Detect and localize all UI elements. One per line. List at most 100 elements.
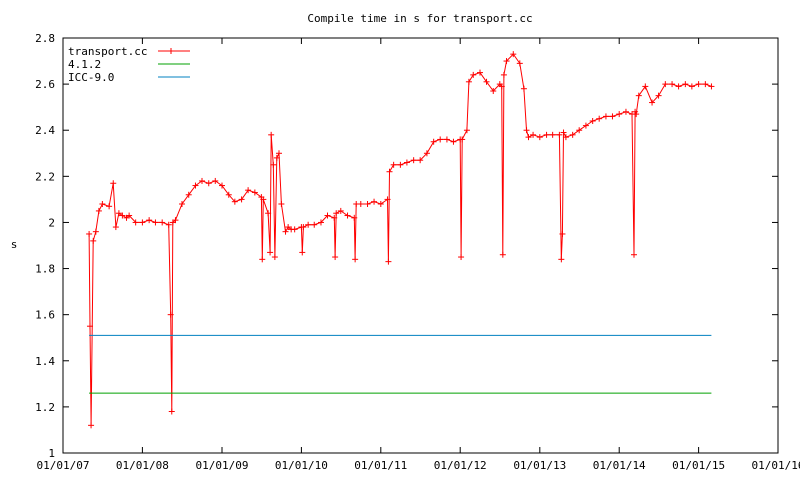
legend-label-2: ICC-9.0 [68, 71, 114, 84]
data-point [635, 92, 642, 99]
data-point [311, 221, 318, 228]
x-tick-label: 01/01/16 [752, 459, 800, 472]
data-point [562, 134, 569, 141]
data-point [500, 71, 507, 78]
data-point [430, 138, 437, 145]
data-point [589, 118, 596, 124]
data-point [276, 150, 283, 157]
data-point [549, 131, 556, 138]
plot-frame [62, 37, 779, 454]
data-point [259, 256, 266, 263]
data-point [498, 83, 505, 90]
y-tick-label: 1.6 [35, 309, 55, 322]
data-point [682, 81, 689, 88]
data-point [115, 210, 122, 217]
data-point [560, 129, 567, 136]
data-point [282, 228, 289, 235]
data-point [324, 212, 331, 219]
data-point [132, 219, 139, 226]
data-point [377, 201, 384, 207]
data-point [520, 85, 527, 92]
data-point [523, 127, 530, 134]
data-point [688, 83, 695, 90]
data-point [88, 422, 95, 429]
data-point [476, 69, 483, 76]
data-point [397, 161, 404, 168]
x-tick-label: 01/01/09 [196, 459, 249, 472]
data-point [267, 249, 274, 256]
data-point [333, 210, 340, 217]
data-point [423, 150, 430, 157]
data-point [450, 138, 457, 145]
data-point [642, 83, 649, 90]
data-point [385, 258, 392, 265]
data-point [152, 219, 159, 226]
data-point [437, 136, 444, 143]
data-point [332, 254, 339, 261]
data-point [559, 230, 566, 237]
data-point [536, 134, 543, 141]
data-point [609, 113, 616, 120]
data-point [146, 217, 153, 224]
data-point [499, 251, 506, 258]
data-point [273, 154, 280, 161]
data-point [364, 201, 371, 207]
data-point [371, 198, 378, 205]
data-point [490, 88, 497, 95]
y-axis-label: s [11, 238, 18, 251]
data-point [357, 201, 364, 207]
data-point [708, 83, 715, 90]
series-layer [86, 51, 715, 429]
data-point [168, 408, 175, 415]
data-point [291, 226, 298, 233]
data-point [231, 198, 238, 205]
data-point [458, 254, 465, 261]
data-point [86, 230, 93, 237]
data-point [305, 221, 312, 228]
data-point [386, 168, 393, 175]
data-point [344, 212, 351, 219]
data-point [212, 177, 219, 184]
data-point [331, 214, 338, 221]
data-point [410, 157, 417, 164]
data-point [669, 81, 676, 88]
data-point [569, 131, 576, 138]
data-point [602, 113, 609, 120]
y-tick-label: 1.8 [35, 263, 55, 276]
data-point [139, 219, 146, 226]
x-axis: 01/01/07 01/01/08 01/01/09 01/01/10 01/01/11… [37, 38, 800, 472]
data-point [178, 201, 185, 207]
data-point [205, 180, 212, 187]
y-tick-label: 2.4 [35, 124, 55, 137]
data-point [238, 196, 245, 203]
data-point [198, 177, 205, 184]
data-point [649, 99, 656, 106]
data-point [251, 189, 258, 196]
data-point [192, 182, 199, 189]
data-point [92, 228, 99, 235]
y-tick-label: 2.8 [35, 32, 55, 45]
x-tick-label: 01/01/15 [672, 459, 725, 472]
x-tick-label: 01/01/12 [434, 459, 487, 472]
data-point [90, 237, 97, 244]
data-point [622, 108, 629, 115]
data-point [463, 127, 470, 134]
data-point [630, 251, 637, 258]
data-point [510, 51, 517, 58]
data-point [403, 159, 410, 166]
data-point [268, 131, 275, 138]
x-tick-label: 01/01/08 [116, 459, 169, 472]
data-point [270, 161, 277, 168]
series-line-0 [88, 53, 712, 426]
data-point [576, 127, 583, 134]
data-point [443, 136, 450, 143]
data-point [271, 254, 278, 261]
data-point [417, 157, 424, 164]
data-point [185, 191, 192, 198]
x-tick-label: 01/01/07 [37, 459, 90, 472]
data-point [225, 191, 232, 198]
data-point [459, 136, 466, 143]
chart-title: Compile time in s for transport.cc [307, 12, 532, 25]
